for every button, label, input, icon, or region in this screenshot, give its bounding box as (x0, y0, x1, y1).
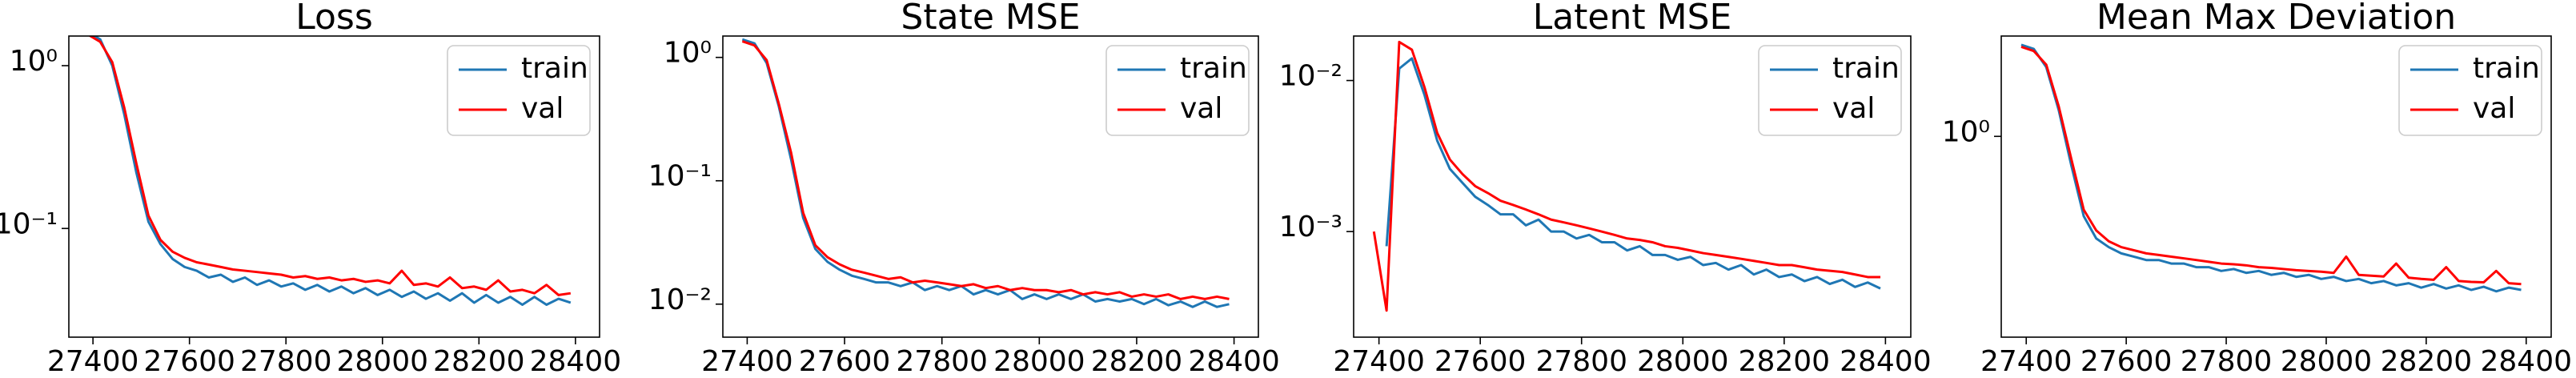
legend-label: val (1180, 92, 1222, 125)
x-tick-label: 28000 (993, 345, 1085, 378)
legend-label: val (1832, 92, 1875, 125)
subplot: Latent MSE 27400 27600 27800 28000 28200 28400… (1279, 0, 1932, 378)
series-line (1385, 57, 1881, 290)
y-tick-label: 10⁰ (10, 45, 58, 78)
y-tick-label: 10⁻² (1279, 60, 1342, 93)
y-tick-label: 10⁻² (648, 284, 712, 316)
legend-box (1105, 45, 1250, 136)
subplot: State MSE 27400 27600 27800 28000 28200 28400 1… (648, 0, 1280, 378)
chart-title: Loss (295, 0, 373, 38)
y-tick-label: 10⁻¹ (648, 160, 712, 193)
x-tick-label: 28000 (2281, 345, 2373, 378)
x-tick-label: 27800 (240, 345, 332, 378)
chart-title: Mean Max Deviation (2097, 0, 2456, 38)
x-tick-label: 28000 (1637, 345, 1729, 378)
legend-box (2398, 45, 2542, 136)
x-tick-label: 27800 (2181, 345, 2273, 378)
series-line (741, 38, 1230, 308)
x-tick-label: 27400 (47, 345, 139, 378)
chart-title: Latent MSE (1533, 0, 1732, 38)
x-tick-label: 28200 (433, 345, 525, 378)
plot-frame (1353, 35, 1912, 338)
x-tick-label: 27600 (143, 345, 235, 378)
legend-label: train (521, 52, 588, 85)
x-tick-label: 27800 (896, 345, 988, 378)
series-line (2020, 46, 2522, 286)
legend-label: train (2473, 52, 2540, 85)
subplot: Loss 27400 27600 27800 28000 28200 28400 10⁰ 10⁻… (0, 0, 621, 378)
x-tick-label: 28000 (337, 345, 429, 378)
legend-box (1758, 45, 1902, 136)
plot-frame (2000, 35, 2552, 338)
y-tick-label: 10⁻¹ (0, 207, 58, 240)
plot-frame (68, 35, 600, 338)
x-tick-label: 27600 (1434, 345, 1527, 378)
y-tick-label: 10⁰ (664, 37, 712, 70)
x-tick-label: 27400 (701, 345, 793, 378)
legend-label: train (1832, 52, 1900, 85)
legend-label: val (2473, 92, 2515, 125)
series-line (2020, 43, 2522, 293)
x-tick-label: 28400 (1840, 345, 1932, 378)
x-tick-label: 27600 (2080, 345, 2173, 378)
chart-title: State MSE (901, 0, 1080, 38)
legend-label: train (1180, 52, 1247, 85)
x-tick-label: 27600 (799, 345, 891, 378)
x-tick-label: 28400 (1188, 345, 1280, 378)
series-line (741, 40, 1230, 300)
legend-label: val (521, 92, 564, 125)
x-tick-label: 27400 (1980, 345, 2072, 378)
y-tick-label: 10⁰ (1942, 115, 1990, 148)
legend-box (447, 45, 591, 136)
x-tick-label: 27800 (1535, 345, 1627, 378)
series-line (88, 36, 572, 296)
plot-frame (722, 35, 1259, 338)
x-tick-label: 28400 (2481, 345, 2573, 378)
x-tick-label: 28200 (1091, 345, 1183, 378)
series-line (1372, 40, 1881, 312)
y-tick-label: 10⁻³ (1279, 211, 1342, 243)
x-tick-label: 28200 (1739, 345, 1831, 378)
x-tick-label: 27400 (1333, 345, 1425, 378)
x-tick-label: 28400 (530, 345, 622, 378)
series-line (91, 36, 572, 307)
x-tick-label: 28200 (2381, 345, 2473, 378)
